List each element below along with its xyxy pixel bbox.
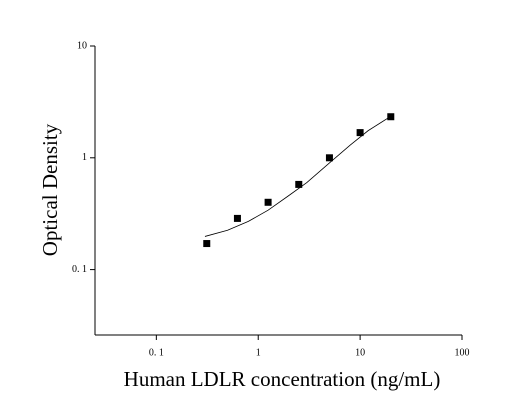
- data-point: [295, 180, 303, 188]
- fit-curve: [204, 115, 391, 237]
- y-tick-label: 0. 1: [72, 264, 87, 275]
- data-point: [356, 129, 364, 137]
- y-tick-label: 10: [77, 40, 87, 51]
- x-tick-label: 100: [455, 347, 470, 358]
- x-tick-label: 10: [355, 347, 365, 358]
- y-axis-title: Optical Density: [38, 123, 62, 256]
- data-point: [203, 240, 211, 248]
- x-tick-label: 1: [256, 347, 261, 358]
- data-point: [264, 198, 272, 206]
- data-point: [233, 214, 241, 222]
- x-axis-title: Human LDLR concentration (ng/mL): [124, 367, 441, 391]
- data-point: [325, 154, 333, 162]
- x-tick-label: 0. 1: [149, 347, 164, 358]
- y-tick-label: 1: [82, 152, 87, 163]
- data-point: [387, 113, 395, 121]
